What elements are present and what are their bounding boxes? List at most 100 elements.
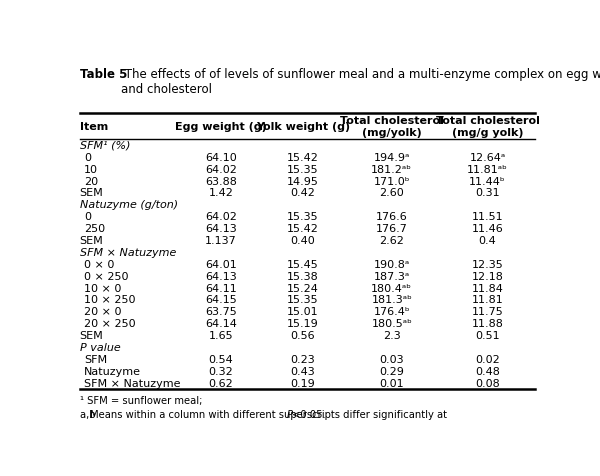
Text: SEM: SEM bbox=[80, 188, 103, 198]
Text: 1.65: 1.65 bbox=[209, 330, 233, 340]
Text: 181.2ᵃᵇ: 181.2ᵃᵇ bbox=[371, 164, 412, 174]
Text: 194.9ᵃ: 194.9ᵃ bbox=[374, 152, 410, 162]
Text: 12.18: 12.18 bbox=[472, 271, 503, 281]
Text: ¹ SFM = sunflower meal;: ¹ SFM = sunflower meal; bbox=[80, 395, 202, 405]
Text: 15.24: 15.24 bbox=[287, 283, 319, 293]
Text: 2.62: 2.62 bbox=[379, 236, 404, 246]
Text: 14.95: 14.95 bbox=[287, 176, 319, 186]
Text: 12.35: 12.35 bbox=[472, 259, 503, 269]
Text: 63.75: 63.75 bbox=[205, 307, 237, 317]
Text: 0.23: 0.23 bbox=[290, 354, 316, 364]
Text: 10 × 250: 10 × 250 bbox=[84, 295, 136, 305]
Text: 11.88: 11.88 bbox=[472, 318, 503, 328]
Text: SFM¹ (%): SFM¹ (%) bbox=[80, 140, 130, 150]
Text: 11.75: 11.75 bbox=[472, 307, 503, 317]
Text: Total cholesterol
(mg/g yolk): Total cholesterol (mg/g yolk) bbox=[436, 116, 539, 138]
Text: P: P bbox=[286, 409, 292, 419]
Text: SFM × Natuzyme: SFM × Natuzyme bbox=[84, 378, 181, 388]
Text: 0.19: 0.19 bbox=[290, 378, 316, 388]
Text: 63.88: 63.88 bbox=[205, 176, 237, 186]
Text: 0.43: 0.43 bbox=[290, 366, 316, 376]
Text: 180.4ᵃᵇ: 180.4ᵃᵇ bbox=[371, 283, 412, 293]
Text: SFM: SFM bbox=[84, 354, 107, 364]
Text: 1.42: 1.42 bbox=[208, 188, 233, 198]
Text: 0.03: 0.03 bbox=[379, 354, 404, 364]
Text: Means within a column with different superscripts differ significantly at: Means within a column with different sup… bbox=[90, 409, 451, 419]
Text: The effects of of levels of sunflower meal and a multi-enzyme complex on egg wei: The effects of of levels of sunflower me… bbox=[121, 68, 600, 96]
Text: 0.40: 0.40 bbox=[290, 236, 316, 246]
Text: 0.02: 0.02 bbox=[475, 354, 500, 364]
Text: 64.10: 64.10 bbox=[205, 152, 237, 162]
Text: 0.08: 0.08 bbox=[475, 378, 500, 388]
Text: 20: 20 bbox=[84, 176, 98, 186]
Text: 171.0ᵇ: 171.0ᵇ bbox=[374, 176, 410, 186]
Text: 15.45: 15.45 bbox=[287, 259, 319, 269]
Text: 15.42: 15.42 bbox=[287, 224, 319, 234]
Text: 15.35: 15.35 bbox=[287, 212, 319, 222]
Text: a,b: a,b bbox=[80, 409, 98, 419]
Text: 20 × 0: 20 × 0 bbox=[84, 307, 122, 317]
Text: 10: 10 bbox=[84, 164, 98, 174]
Text: 0.32: 0.32 bbox=[209, 366, 233, 376]
Text: 250: 250 bbox=[84, 224, 106, 234]
Text: 0.51: 0.51 bbox=[475, 330, 500, 340]
Text: 15.35: 15.35 bbox=[287, 164, 319, 174]
Text: 64.13: 64.13 bbox=[205, 224, 237, 234]
Text: 180.5ᵃᵇ: 180.5ᵃᵇ bbox=[371, 318, 412, 328]
Text: Item: Item bbox=[80, 122, 108, 132]
Text: 15.35: 15.35 bbox=[287, 295, 319, 305]
Text: 0.54: 0.54 bbox=[209, 354, 233, 364]
Text: 20 × 250: 20 × 250 bbox=[84, 318, 136, 328]
Text: 11.46: 11.46 bbox=[472, 224, 503, 234]
Text: 0.48: 0.48 bbox=[475, 366, 500, 376]
Text: Yolk weight (g): Yolk weight (g) bbox=[256, 122, 350, 132]
Text: 15.42: 15.42 bbox=[287, 152, 319, 162]
Text: 187.3ᵃ: 187.3ᵃ bbox=[374, 271, 410, 281]
Text: 176.7: 176.7 bbox=[376, 224, 408, 234]
Text: P value: P value bbox=[80, 342, 121, 352]
Text: 15.19: 15.19 bbox=[287, 318, 319, 328]
Text: 2.60: 2.60 bbox=[379, 188, 404, 198]
Text: 0.29: 0.29 bbox=[379, 366, 404, 376]
Text: 0 × 250: 0 × 250 bbox=[84, 271, 129, 281]
Text: 64.15: 64.15 bbox=[205, 295, 237, 305]
Text: 176.6: 176.6 bbox=[376, 212, 407, 222]
Text: 15.01: 15.01 bbox=[287, 307, 319, 317]
Text: 11.84: 11.84 bbox=[472, 283, 503, 293]
Text: 64.14: 64.14 bbox=[205, 318, 237, 328]
Text: 0.31: 0.31 bbox=[475, 188, 500, 198]
Text: 2.3: 2.3 bbox=[383, 330, 401, 340]
Text: Egg weight (g): Egg weight (g) bbox=[175, 122, 267, 132]
Text: 64.01: 64.01 bbox=[205, 259, 237, 269]
Text: Natuzyme (g/ton): Natuzyme (g/ton) bbox=[80, 200, 178, 210]
Text: Table 5: Table 5 bbox=[80, 68, 127, 81]
Text: 64.13: 64.13 bbox=[205, 271, 237, 281]
Text: 15.38: 15.38 bbox=[287, 271, 319, 281]
Text: 0.01: 0.01 bbox=[379, 378, 404, 388]
Text: 11.81: 11.81 bbox=[472, 295, 503, 305]
Text: 64.02: 64.02 bbox=[205, 212, 237, 222]
Text: 0.56: 0.56 bbox=[290, 330, 315, 340]
Text: 0.62: 0.62 bbox=[209, 378, 233, 388]
Text: SEM: SEM bbox=[80, 236, 103, 246]
Text: 0 × 0: 0 × 0 bbox=[84, 259, 115, 269]
Text: 64.02: 64.02 bbox=[205, 164, 237, 174]
Text: 176.4ᵇ: 176.4ᵇ bbox=[373, 307, 410, 317]
Text: 11.51: 11.51 bbox=[472, 212, 503, 222]
Text: Natuzyme: Natuzyme bbox=[84, 366, 142, 376]
Text: SEM: SEM bbox=[80, 330, 103, 340]
Text: 64.11: 64.11 bbox=[205, 283, 237, 293]
Text: 0.42: 0.42 bbox=[290, 188, 316, 198]
Text: 10 × 0: 10 × 0 bbox=[84, 283, 122, 293]
Text: <0.05.: <0.05. bbox=[289, 409, 326, 419]
Text: SFM × Natuzyme: SFM × Natuzyme bbox=[80, 248, 176, 258]
Text: 0: 0 bbox=[84, 212, 91, 222]
Text: 11.81ᵃᵇ: 11.81ᵃᵇ bbox=[467, 164, 508, 174]
Text: 1.137: 1.137 bbox=[205, 236, 237, 246]
Text: 11.44ᵇ: 11.44ᵇ bbox=[469, 176, 506, 186]
Text: Total cholesterol
(mg/yolk): Total cholesterol (mg/yolk) bbox=[340, 116, 444, 138]
Text: 12.64ᵃ: 12.64ᵃ bbox=[469, 152, 506, 162]
Text: 190.8ᵃ: 190.8ᵃ bbox=[374, 259, 410, 269]
Text: 181.3ᵃᵇ: 181.3ᵃᵇ bbox=[371, 295, 412, 305]
Text: 0: 0 bbox=[84, 152, 91, 162]
